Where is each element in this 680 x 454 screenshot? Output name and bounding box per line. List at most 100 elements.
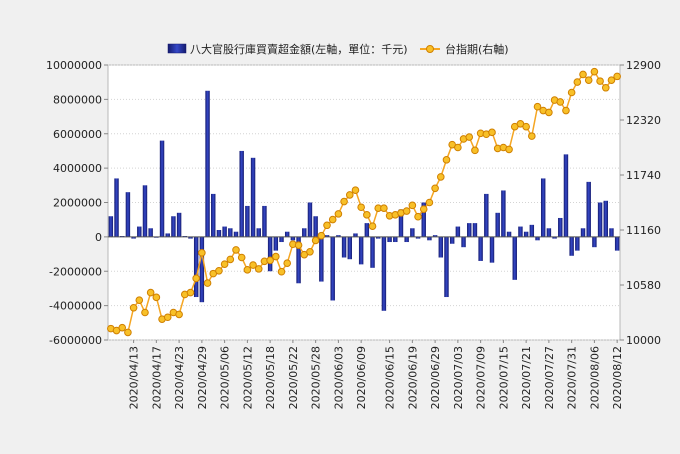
- bar: [535, 236, 540, 241]
- bar: [250, 157, 256, 237]
- line-point: [254, 265, 263, 273]
- bar: [432, 235, 438, 237]
- line-point: [237, 253, 246, 262]
- bar: [597, 202, 603, 237]
- bar: [586, 181, 591, 237]
- right-tick-label: 12900: [626, 59, 661, 72]
- bar: [558, 217, 563, 237]
- bar: [506, 231, 512, 237]
- line-point: [590, 67, 599, 76]
- bar: [228, 228, 233, 237]
- bar: [381, 236, 387, 311]
- line-point: [601, 83, 610, 92]
- x-tick-label: 2020/05/18: [264, 346, 277, 409]
- line-point: [454, 143, 462, 152]
- x-axis: 2020/04/13 2020/04/17 2020/04/23 2020/04/29…: [128, 340, 624, 409]
- bar: [404, 236, 409, 243]
- bar: [358, 236, 364, 265]
- x-tick-label: 2020/07/03: [452, 346, 465, 409]
- bar: [239, 150, 244, 237]
- left-tick-label: 2000000: [53, 197, 102, 210]
- line-point: [562, 106, 570, 115]
- bar: [575, 236, 580, 251]
- line-point: [317, 231, 326, 240]
- line-point: [584, 76, 593, 84]
- bar: [125, 192, 131, 237]
- line-point: [306, 248, 314, 256]
- left-tick-label: -4000000: [49, 300, 102, 313]
- line-point: [294, 241, 303, 249]
- line-point: [323, 221, 331, 230]
- bar: [324, 235, 330, 237]
- bar: [307, 202, 313, 237]
- left-tick-label: -6000000: [49, 334, 102, 347]
- line-point: [340, 197, 348, 206]
- bar: [176, 212, 182, 237]
- bar: [592, 236, 597, 248]
- line-point: [135, 296, 144, 304]
- line-point: [505, 145, 513, 154]
- line-point: [402, 207, 411, 215]
- x-tick-label: 2020/04/17: [150, 346, 163, 409]
- line-point: [522, 122, 530, 131]
- x-tick-label: 2020/04/23: [173, 346, 186, 409]
- bar: [609, 228, 614, 237]
- line-point: [408, 201, 417, 210]
- bar: [393, 236, 398, 243]
- bar: [284, 231, 290, 237]
- bar: [205, 90, 210, 237]
- line-point: [607, 76, 616, 84]
- line-point: [186, 288, 195, 297]
- line-point: [380, 204, 388, 212]
- line-point: [579, 70, 587, 79]
- bar-series: [108, 90, 620, 311]
- right-tick-label: 10580: [626, 279, 661, 292]
- bar: [370, 236, 375, 268]
- line-point: [414, 212, 422, 221]
- bar: [131, 236, 136, 239]
- line-point: [556, 98, 565, 106]
- bar: [296, 236, 301, 284]
- left-tick-label: -2000000: [49, 265, 102, 278]
- line-point: [220, 260, 229, 268]
- line-point: [192, 274, 200, 283]
- legend-line-marker: [426, 45, 434, 53]
- bar: [376, 236, 381, 239]
- bar: [427, 236, 432, 241]
- bar: [216, 230, 222, 237]
- line-point: [175, 310, 183, 319]
- bar: [614, 236, 620, 251]
- bar: [512, 236, 517, 280]
- bar: [467, 223, 472, 237]
- line-point: [232, 246, 240, 254]
- bar: [552, 236, 557, 239]
- bar: [438, 236, 444, 258]
- right-tick-label: 12320: [626, 114, 661, 127]
- bar: [211, 193, 216, 237]
- bar: [199, 236, 205, 303]
- line-point: [146, 288, 155, 297]
- bar: [330, 236, 335, 301]
- line-point: [613, 72, 621, 81]
- line-point: [277, 267, 286, 276]
- left-axis: 10000000 8000000 6000000 4000000 2000000 0 -20…: [46, 59, 108, 347]
- bar: [262, 205, 267, 237]
- legend: 八大官股行庫買賣超金額(左軸，單位：千元) 台指期(右軸): [167, 42, 509, 56]
- x-tick-label: 2020/04/29: [196, 346, 209, 409]
- x-tick-label: 2020/04/13: [128, 346, 141, 409]
- bar: [193, 236, 199, 298]
- bar: [336, 235, 341, 237]
- line-point: [328, 215, 337, 224]
- line-point: [442, 156, 451, 164]
- bar: [137, 226, 142, 237]
- bar: [444, 236, 449, 298]
- bar: [313, 216, 318, 237]
- right-axis: 12900 12320 11740 11160 10580 10000: [620, 59, 661, 347]
- line-point: [596, 77, 604, 85]
- line-point: [266, 256, 274, 265]
- x-tick-label: 2020/07/15: [497, 346, 510, 409]
- x-tick-label: 2020/05/22: [287, 346, 300, 409]
- bar: [222, 226, 227, 237]
